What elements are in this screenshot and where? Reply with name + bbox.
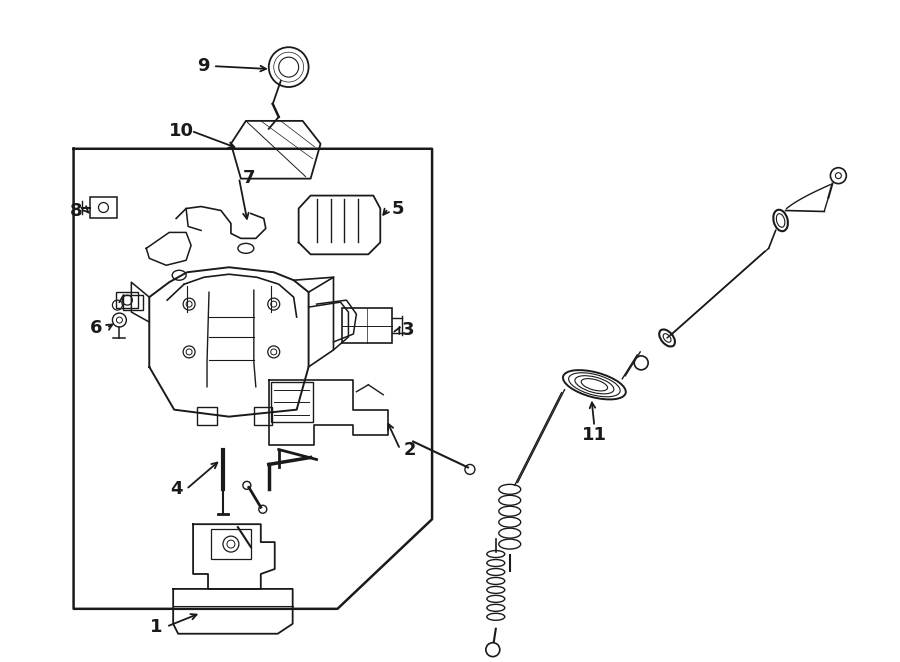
Text: 2: 2	[404, 440, 417, 459]
Text: 8: 8	[70, 201, 83, 220]
Bar	[211, 529, 251, 559]
Text: 11: 11	[582, 426, 607, 444]
Text: 1: 1	[150, 618, 163, 636]
Bar	[123, 295, 143, 310]
Bar	[254, 406, 272, 424]
Ellipse shape	[563, 370, 625, 399]
Text: 5: 5	[392, 199, 404, 218]
Bar	[197, 406, 217, 424]
Text: 10: 10	[168, 122, 194, 140]
Bar	[89, 197, 117, 218]
Text: 6: 6	[90, 319, 103, 337]
Text: 9: 9	[197, 57, 210, 75]
Bar	[271, 382, 312, 422]
Bar	[116, 292, 139, 308]
Text: 3: 3	[402, 321, 414, 339]
Bar	[343, 308, 392, 343]
Text: 7: 7	[243, 169, 255, 187]
Text: 4: 4	[170, 481, 183, 498]
